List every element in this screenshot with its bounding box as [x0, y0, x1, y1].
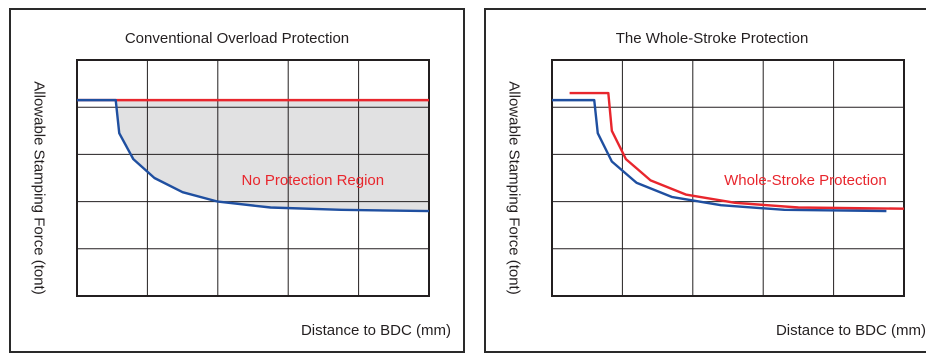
chart-panel-conventional: Conventional Overload Protection Allowab…	[9, 8, 465, 353]
chart-panel-whole-stroke: The Whole-Stroke Protection Allowable St…	[484, 8, 926, 353]
plot-frame	[551, 59, 905, 297]
plot-frame	[76, 59, 430, 297]
plot-area: No Protection Region	[76, 59, 430, 297]
region-annotation: No Protection Region	[242, 172, 385, 189]
region-annotation: Whole-Stroke Protection	[724, 172, 887, 189]
series-line-1	[77, 98, 430, 213]
series-line-1	[552, 98, 887, 213]
plot-area: Whole-Stroke Protection	[551, 59, 905, 297]
series-line-0	[569, 91, 905, 210]
chart-title: Conventional Overload Protection	[124, 30, 350, 47]
shaded-region	[77, 100, 429, 212]
chart-title: The Whole-Stroke Protection	[615, 30, 809, 47]
x-axis-label: Distance to BDC (mm)	[300, 322, 451, 339]
x-axis-label: Distance to BDC (mm)	[775, 322, 926, 339]
